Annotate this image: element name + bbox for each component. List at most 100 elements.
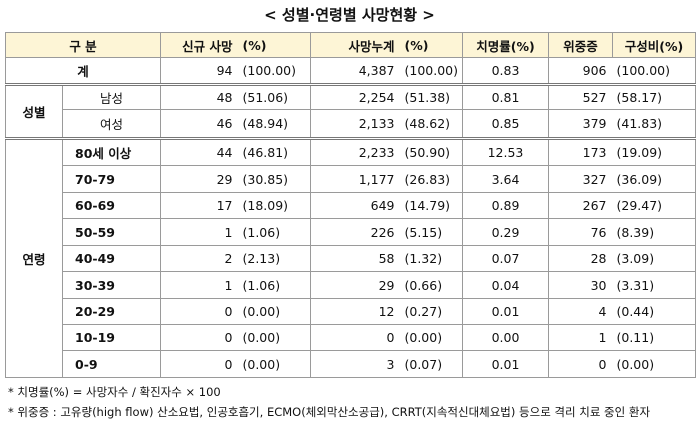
data-cell: (3.31) [612, 271, 696, 299]
data-row: 70-79 29 (30.85) 1,177 (26.83) 3.64 327 (36.09) [6, 165, 696, 193]
header-cell: 위중증 [548, 32, 613, 58]
data-row: 40-49 2 (2.13) 58 (1.32) 0.07 28 (3.09) [6, 245, 696, 272]
data-cell: 76 [548, 218, 613, 246]
data-cell: 2,254 [310, 83, 401, 110]
data-row: 20-29 0 (0.00) 12 (0.27) 0.01 4 (0.44) [6, 298, 696, 325]
header-cell: (%) [400, 32, 463, 58]
data-cell: 173 [548, 137, 613, 166]
header-row: 구 분 신규 사망 (%) 사망누계 (%) 치명률(%) 위중증 구성비(%) [5, 32, 696, 58]
data-cell: 17 [160, 192, 239, 219]
data-cell: 3.64 [462, 165, 549, 193]
table: 구 분 신규 사망 (%) 사망누계 (%) 치명률(%) 위중증 구성비(%) 계 94 (10… [5, 32, 696, 378]
data-row: 연령 80세 이상 44 (46.81) 2,233 (50.90) 12.53 173 (19… [5, 137, 696, 378]
row-label: 여성 [62, 109, 161, 139]
data-cell: (30.85) [238, 165, 311, 193]
data-cell: 2,233 [310, 137, 401, 166]
header-cell: 구성비(%) [612, 32, 696, 58]
data-cell: 2,133 [310, 109, 401, 139]
data-row: 30-39 1 (1.06) 29 (0.66) 0.04 30 (3.31) [6, 271, 696, 299]
row-label: 계 [5, 57, 161, 85]
data-cell: 527 [548, 83, 613, 110]
data-cell: 94 [160, 57, 239, 85]
data-cell: (41.83) [612, 109, 696, 139]
data-cell: (50.90) [400, 137, 463, 166]
data-cell: (3.09) [612, 245, 696, 272]
total-row: 계 94 (100.00) 4,387 (100.00) 0.83 906 (100.00) [5, 57, 696, 85]
data-cell: 0.83 [462, 57, 549, 85]
data-cell: (51.06) [238, 83, 311, 110]
data-cell: 226 [310, 218, 401, 246]
footnote: * 치명률(%) = 사망자수 / 확진자수 × 100 [8, 385, 221, 399]
row-label: 60-69 [62, 192, 161, 219]
data-cell: (8.39) [612, 218, 696, 246]
data-cell: 48 [160, 83, 239, 110]
data-cell: (0.07) [400, 350, 463, 378]
header-cell: 사망누계 [310, 32, 401, 58]
row-label: 50-59 [62, 218, 161, 246]
data-row: 0-9 0 (0.00) 3 (0.07) 0.01 0 (0.00) [6, 350, 696, 378]
data-cell: 0.89 [462, 192, 549, 219]
data-cell: 44 [160, 137, 239, 166]
title: < 성별·연령별 사망현황 > [264, 6, 435, 24]
data-cell: (36.09) [612, 165, 696, 193]
data-cell: (5.15) [400, 218, 463, 246]
data-cell: (48.62) [400, 109, 463, 139]
data-cell: 0.04 [462, 271, 549, 299]
data-cell: 0 [160, 298, 239, 325]
data-cell: 379 [548, 109, 613, 139]
data-row: 50-59 1 (1.06) 226 (5.15) 0.29 76 (8.39) [6, 218, 696, 246]
data-cell: (46.81) [238, 137, 311, 166]
data-cell: (1.32) [400, 245, 463, 272]
data-row: 여성 46 (48.94) 2,133 (48.62) 0.85 379 (41.83) [6, 109, 696, 139]
data-cell: (100.00) [612, 57, 696, 85]
row-label: 70-79 [62, 165, 161, 193]
data-cell: (0.00) [238, 298, 311, 325]
data-cell: 58 [310, 245, 401, 272]
data-cell: 649 [310, 192, 401, 219]
data-cell: 12.53 [462, 137, 549, 166]
row-label: 20-29 [62, 298, 161, 325]
data-cell: (0.00) [238, 324, 311, 351]
data-cell: 0.07 [462, 245, 549, 272]
data-cell: (100.00) [400, 57, 463, 85]
footnote: * 위중증 : 고유량(high flow) 산소요법, 인공호흡기, ECMO… [8, 405, 651, 419]
header-cell: 신규 사망 [160, 32, 239, 58]
data-cell: (1.06) [238, 218, 311, 246]
data-cell: 267 [548, 192, 613, 219]
data-cell: (18.09) [238, 192, 311, 219]
data-cell: (0.27) [400, 298, 463, 325]
data-cell: 0.00 [462, 324, 549, 351]
data-cell: 0.85 [462, 109, 549, 139]
data-row: 10-19 0 (0.00) 0 (0.00) 0.00 1 (0.11) [6, 324, 696, 351]
data-cell: (48.94) [238, 109, 311, 139]
data-cell: (2.13) [238, 245, 311, 272]
data-cell: (58.17) [612, 83, 696, 110]
header-cell: 치명률(%) [462, 32, 549, 58]
group-label: 성별 [5, 83, 63, 139]
row-label: 10-19 [62, 324, 161, 351]
data-cell: 1,177 [310, 165, 401, 193]
table-body: 계 94 (100.00) 4,387 (100.00) 0.83 906 (100.00) 성… [5, 57, 696, 378]
row-label: 남성 [62, 83, 161, 110]
data-cell: 906 [548, 57, 613, 85]
data-cell: (29.47) [612, 192, 696, 219]
data-cell: 12 [310, 298, 401, 325]
data-cell: 0.01 [462, 298, 549, 325]
data-cell: (26.83) [400, 165, 463, 193]
data-cell: (51.38) [400, 83, 463, 110]
data-cell: 1 [548, 324, 613, 351]
data-cell: (19.09) [612, 137, 696, 166]
data-cell: 0 [160, 350, 239, 378]
data-cell: 0.01 [462, 350, 549, 378]
data-cell: (0.11) [612, 324, 696, 351]
data-cell: 46 [160, 109, 239, 139]
data-cell: 0.81 [462, 83, 549, 110]
data-cell: 0 [160, 324, 239, 351]
data-cell: (0.66) [400, 271, 463, 299]
data-cell: 29 [160, 165, 239, 193]
row-label: 30-39 [62, 271, 161, 299]
data-cell: (0.00) [400, 324, 463, 351]
data-row: 60-69 17 (18.09) 649 (14.79) 0.89 267 (29.47) [6, 192, 696, 219]
data-cell: (100.00) [238, 57, 311, 85]
